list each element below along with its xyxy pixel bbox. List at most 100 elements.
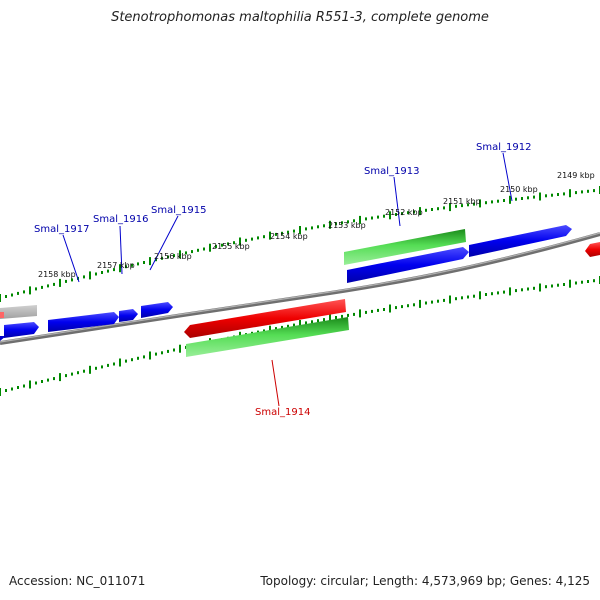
gene-arrow-red-edge[interactable]	[0, 312, 4, 318]
ruler-label: 2152 kbp	[385, 208, 423, 217]
minor-tick	[461, 296, 463, 300]
minor-tick	[245, 238, 247, 242]
ruler-label: 2158 kbp	[38, 270, 76, 279]
minor-tick	[233, 241, 235, 245]
gene-arrow-blue[interactable]	[469, 225, 572, 257]
minor-tick	[287, 324, 289, 328]
gene-arrow-blue[interactable]	[141, 302, 173, 318]
gene-label[interactable]: Smal_1915	[151, 205, 206, 216]
major-tick	[419, 207, 421, 216]
gene-label[interactable]: Smal_1912	[476, 142, 531, 153]
minor-tick	[371, 216, 373, 220]
minor-tick	[515, 197, 517, 201]
gene-label[interactable]: Smal_1916	[93, 214, 148, 225]
minor-tick	[167, 349, 169, 353]
major-tick	[359, 215, 361, 224]
minor-tick	[287, 230, 289, 234]
ruler-label: 2155 kbp	[212, 242, 250, 251]
minor-tick	[275, 327, 277, 331]
major-tick	[0, 294, 1, 302]
major-tick	[419, 299, 421, 308]
gene-arrow-gray[interactable]	[0, 305, 37, 319]
gene-label[interactable]: Smal_1914	[255, 407, 310, 418]
ruler-label: 2156 kbp	[154, 252, 192, 261]
minor-tick	[515, 289, 517, 293]
minor-tick	[593, 279, 595, 283]
major-tick	[209, 243, 211, 252]
minor-tick	[143, 261, 145, 264]
minor-tick	[413, 210, 415, 214]
major-tick	[0, 388, 1, 396]
minor-tick	[383, 308, 385, 311]
minor-tick	[161, 351, 163, 355]
minor-tick	[95, 366, 97, 370]
minor-tick	[455, 204, 457, 208]
minor-tick	[47, 284, 49, 288]
minor-tick	[503, 199, 505, 202]
minor-tick	[587, 280, 589, 283]
gene-label[interactable]: Smal_1913	[364, 166, 419, 177]
minor-tick	[563, 283, 565, 286]
gene-label[interactable]: Smal_1917	[34, 224, 89, 235]
ruler-label: 2157 kbp	[97, 261, 135, 270]
minor-tick	[527, 287, 529, 291]
minor-tick	[521, 288, 523, 292]
major-tick	[149, 257, 151, 266]
minor-tick	[401, 305, 403, 309]
gene-arrow-blue[interactable]	[48, 312, 119, 332]
minor-tick	[551, 284, 553, 288]
minor-tick	[575, 191, 577, 195]
minor-tick	[281, 325, 283, 329]
major-tick	[29, 380, 31, 389]
minor-tick	[17, 291, 19, 295]
minor-tick	[125, 359, 127, 363]
minor-tick	[143, 355, 145, 359]
major-tick	[389, 211, 391, 220]
minor-tick	[263, 329, 265, 333]
gene-arrow-red[interactable]	[585, 242, 600, 257]
minor-tick	[437, 299, 439, 303]
minor-tick	[503, 290, 505, 294]
minor-tick	[377, 215, 379, 219]
major-tick	[59, 373, 61, 382]
gene-arrow-green[interactable]	[344, 229, 466, 265]
minor-tick	[23, 384, 25, 388]
minor-tick	[155, 258, 157, 262]
minor-tick	[317, 319, 319, 323]
major-tick	[269, 231, 271, 240]
minor-tick	[305, 227, 307, 231]
minor-tick	[257, 236, 259, 240]
minor-tick	[131, 263, 133, 267]
label-leaders	[62, 152, 513, 407]
minor-tick	[311, 320, 313, 324]
minor-tick	[131, 358, 133, 362]
genome-summary-text: Topology: circular; Length: 4,573,969 bp…	[260, 574, 590, 588]
minor-tick	[17, 386, 19, 389]
minor-tick	[455, 297, 457, 301]
minor-tick	[365, 310, 367, 314]
minor-tick	[341, 314, 343, 318]
minor-tick	[527, 196, 529, 200]
minor-tick	[395, 213, 397, 216]
gene-arrow-green[interactable]	[186, 317, 349, 357]
ruler-label: 2151 kbp	[443, 197, 481, 206]
minor-tick	[95, 272, 97, 276]
minor-tick	[353, 312, 355, 316]
minor-tick	[137, 262, 139, 266]
minor-tick	[35, 287, 37, 291]
gene-arrow-red[interactable]	[184, 299, 346, 338]
minor-tick	[581, 190, 583, 194]
minor-tick	[581, 280, 583, 284]
minor-tick	[437, 207, 439, 211]
map-title: Stenotrophomonas maltophilia R551-3, com…	[111, 10, 489, 25]
gene-arrow-blue[interactable]	[119, 309, 138, 322]
gene-arrow-blue[interactable]	[4, 322, 39, 338]
minor-tick	[467, 295, 469, 299]
gene-arrow-blue[interactable]	[347, 247, 469, 283]
minor-tick	[443, 206, 445, 210]
minor-tick	[53, 377, 55, 381]
minor-tick	[281, 231, 283, 235]
major-tick	[509, 287, 511, 296]
minor-tick	[125, 265, 127, 269]
minor-tick	[407, 211, 409, 215]
